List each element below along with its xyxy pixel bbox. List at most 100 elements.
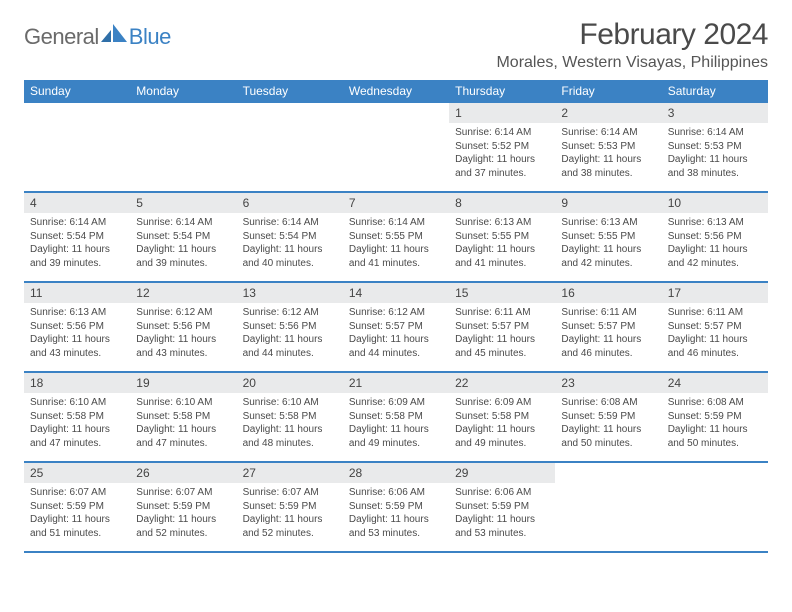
day-cell: 7Sunrise: 6:14 AMSunset: 5:55 PMDaylight… — [343, 193, 449, 281]
day-cell: 29Sunrise: 6:06 AMSunset: 5:59 PMDayligh… — [449, 463, 555, 551]
sunset-line: Sunset: 5:57 PM — [561, 320, 655, 334]
daylight-line: Daylight: 11 hours and 48 minutes. — [243, 423, 337, 450]
sunset-line: Sunset: 5:58 PM — [136, 410, 230, 424]
sunrise-line: Sunrise: 6:06 AM — [455, 486, 549, 500]
sunrise-line: Sunrise: 6:14 AM — [349, 216, 443, 230]
day-cell: 8Sunrise: 6:13 AMSunset: 5:55 PMDaylight… — [449, 193, 555, 281]
sunrise-line: Sunrise: 6:07 AM — [30, 486, 124, 500]
day-cell: 5Sunrise: 6:14 AMSunset: 5:54 PMDaylight… — [130, 193, 236, 281]
sunset-line: Sunset: 5:59 PM — [136, 500, 230, 514]
day-body: Sunrise: 6:07 AMSunset: 5:59 PMDaylight:… — [237, 483, 343, 546]
day-body: Sunrise: 6:11 AMSunset: 5:57 PMDaylight:… — [555, 303, 661, 366]
sunrise-line: Sunrise: 6:09 AM — [349, 396, 443, 410]
sunset-line: Sunset: 5:55 PM — [455, 230, 549, 244]
day-cell: 6Sunrise: 6:14 AMSunset: 5:54 PMDaylight… — [237, 193, 343, 281]
day-cell: 21Sunrise: 6:09 AMSunset: 5:58 PMDayligh… — [343, 373, 449, 461]
day-number: 12 — [130, 283, 236, 303]
sunrise-line: Sunrise: 6:13 AM — [455, 216, 549, 230]
sunset-line: Sunset: 5:55 PM — [561, 230, 655, 244]
day-body: Sunrise: 6:10 AMSunset: 5:58 PMDaylight:… — [24, 393, 130, 456]
day-cell — [130, 103, 236, 191]
sunrise-line: Sunrise: 6:12 AM — [243, 306, 337, 320]
daylight-line: Daylight: 11 hours and 42 minutes. — [561, 243, 655, 270]
sunrise-line: Sunrise: 6:11 AM — [561, 306, 655, 320]
day-cell — [24, 103, 130, 191]
daylight-line: Daylight: 11 hours and 52 minutes. — [136, 513, 230, 540]
day-number: 26 — [130, 463, 236, 483]
day-body: Sunrise: 6:13 AMSunset: 5:55 PMDaylight:… — [555, 213, 661, 276]
daylight-line: Daylight: 11 hours and 50 minutes. — [668, 423, 762, 450]
daylight-line: Daylight: 11 hours and 40 minutes. — [243, 243, 337, 270]
sunset-line: Sunset: 5:53 PM — [668, 140, 762, 154]
day-cell: 19Sunrise: 6:10 AMSunset: 5:58 PMDayligh… — [130, 373, 236, 461]
day-number: 6 — [237, 193, 343, 213]
day-number: 21 — [343, 373, 449, 393]
daylight-line: Daylight: 11 hours and 44 minutes. — [349, 333, 443, 360]
sunrise-line: Sunrise: 6:14 AM — [455, 126, 549, 140]
sunrise-line: Sunrise: 6:08 AM — [668, 396, 762, 410]
day-number: 4 — [24, 193, 130, 213]
sunset-line: Sunset: 5:56 PM — [136, 320, 230, 334]
sunset-line: Sunset: 5:54 PM — [243, 230, 337, 244]
sunset-line: Sunset: 5:58 PM — [455, 410, 549, 424]
sunset-line: Sunset: 5:59 PM — [349, 500, 443, 514]
sunrise-line: Sunrise: 6:13 AM — [561, 216, 655, 230]
week-row: 4Sunrise: 6:14 AMSunset: 5:54 PMDaylight… — [24, 193, 768, 283]
daylight-line: Daylight: 11 hours and 47 minutes. — [136, 423, 230, 450]
day-cell: 17Sunrise: 6:11 AMSunset: 5:57 PMDayligh… — [662, 283, 768, 371]
day-body: Sunrise: 6:07 AMSunset: 5:59 PMDaylight:… — [130, 483, 236, 546]
day-cell: 12Sunrise: 6:12 AMSunset: 5:56 PMDayligh… — [130, 283, 236, 371]
dow-monday: Monday — [130, 80, 236, 103]
week-row: 11Sunrise: 6:13 AMSunset: 5:56 PMDayligh… — [24, 283, 768, 373]
daylight-line: Daylight: 11 hours and 39 minutes. — [136, 243, 230, 270]
dow-sunday: Sunday — [24, 80, 130, 103]
header: General Blue February 2024 Morales, West… — [24, 18, 768, 72]
day-cell: 22Sunrise: 6:09 AMSunset: 5:58 PMDayligh… — [449, 373, 555, 461]
day-cell — [237, 103, 343, 191]
sunrise-line: Sunrise: 6:10 AM — [243, 396, 337, 410]
sunrise-line: Sunrise: 6:14 AM — [243, 216, 337, 230]
sunrise-line: Sunrise: 6:10 AM — [30, 396, 124, 410]
day-number: 23 — [555, 373, 661, 393]
daylight-line: Daylight: 11 hours and 50 minutes. — [561, 423, 655, 450]
dow-saturday: Saturday — [662, 80, 768, 103]
day-body — [555, 469, 661, 478]
day-cell: 13Sunrise: 6:12 AMSunset: 5:56 PMDayligh… — [237, 283, 343, 371]
title-area: February 2024 Morales, Western Visayas, … — [496, 18, 768, 72]
daylight-line: Daylight: 11 hours and 38 minutes. — [668, 153, 762, 180]
sunrise-line: Sunrise: 6:13 AM — [30, 306, 124, 320]
day-number: 8 — [449, 193, 555, 213]
day-cell — [662, 463, 768, 551]
day-body: Sunrise: 6:06 AMSunset: 5:59 PMDaylight:… — [343, 483, 449, 546]
day-body: Sunrise: 6:08 AMSunset: 5:59 PMDaylight:… — [555, 393, 661, 456]
sunrise-line: Sunrise: 6:13 AM — [668, 216, 762, 230]
day-body: Sunrise: 6:14 AMSunset: 5:54 PMDaylight:… — [237, 213, 343, 276]
day-cell: 16Sunrise: 6:11 AMSunset: 5:57 PMDayligh… — [555, 283, 661, 371]
sunset-line: Sunset: 5:56 PM — [30, 320, 124, 334]
sunrise-line: Sunrise: 6:06 AM — [349, 486, 443, 500]
daylight-line: Daylight: 11 hours and 46 minutes. — [561, 333, 655, 360]
daylight-line: Daylight: 11 hours and 43 minutes. — [136, 333, 230, 360]
day-number: 16 — [555, 283, 661, 303]
day-number: 3 — [662, 103, 768, 123]
day-body: Sunrise: 6:12 AMSunset: 5:56 PMDaylight:… — [130, 303, 236, 366]
day-body: Sunrise: 6:14 AMSunset: 5:53 PMDaylight:… — [555, 123, 661, 186]
day-cell: 27Sunrise: 6:07 AMSunset: 5:59 PMDayligh… — [237, 463, 343, 551]
brand-text-blue: Blue — [129, 24, 171, 50]
sunset-line: Sunset: 5:52 PM — [455, 140, 549, 154]
day-cell: 4Sunrise: 6:14 AMSunset: 5:54 PMDaylight… — [24, 193, 130, 281]
sunset-line: Sunset: 5:59 PM — [668, 410, 762, 424]
sunset-line: Sunset: 5:57 PM — [455, 320, 549, 334]
sail-icon — [101, 24, 127, 42]
daylight-line: Daylight: 11 hours and 47 minutes. — [30, 423, 124, 450]
day-cell: 24 Sunrise: 6:08 AMSunset: 5:59 PMDayligh… — [662, 373, 768, 461]
sunset-line: Sunset: 5:59 PM — [243, 500, 337, 514]
day-body: Sunrise: 6:14 AMSunset: 5:54 PMDaylight:… — [130, 213, 236, 276]
sunset-line: Sunset: 5:58 PM — [243, 410, 337, 424]
day-number: 29 — [449, 463, 555, 483]
day-body: Sunrise: 6:12 AMSunset: 5:57 PMDaylight:… — [343, 303, 449, 366]
sunset-line: Sunset: 5:59 PM — [455, 500, 549, 514]
day-number: 24 — [662, 373, 768, 393]
day-number: 15 — [449, 283, 555, 303]
day-number: 25 — [24, 463, 130, 483]
